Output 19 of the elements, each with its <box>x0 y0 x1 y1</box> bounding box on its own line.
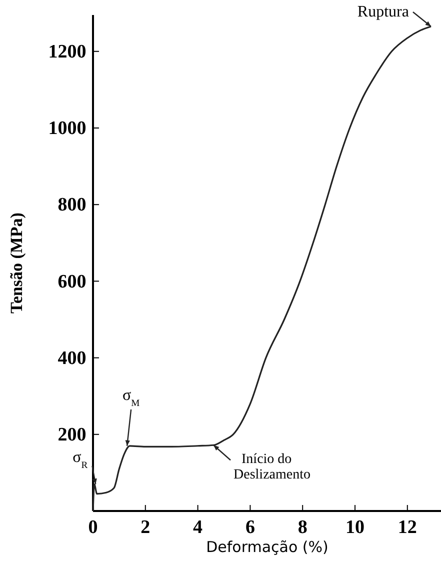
x-tick-label: 8 <box>298 517 308 538</box>
y-axis-title: Tensão (MPa) <box>7 212 26 314</box>
x-tick-label: 4 <box>193 517 204 538</box>
y-tick-label: 200 <box>58 424 86 446</box>
y-tick-label: 1000 <box>48 118 86 140</box>
x-tick-label: 2 <box>140 517 150 538</box>
annotation: σ$_{M}$ <box>122 386 140 408</box>
annotation: Início do Deslizamento <box>234 452 311 483</box>
y-tick-label: 400 <box>58 348 86 369</box>
annotation: σ$_{R}$ <box>72 449 88 471</box>
y-tick-label: 600 <box>58 271 86 292</box>
y-tick-label: 1200 <box>48 41 86 62</box>
y-tick-label: 800 <box>58 194 86 216</box>
x-tick-label: 10 <box>346 517 364 538</box>
x-tick-label: 0 <box>88 517 98 538</box>
x-tick-label: 6 <box>245 517 255 538</box>
annotation: Ruptura <box>357 3 409 20</box>
x-tick-label: 12 <box>398 517 417 538</box>
x-axis-title: Deformação (%) <box>206 538 328 556</box>
